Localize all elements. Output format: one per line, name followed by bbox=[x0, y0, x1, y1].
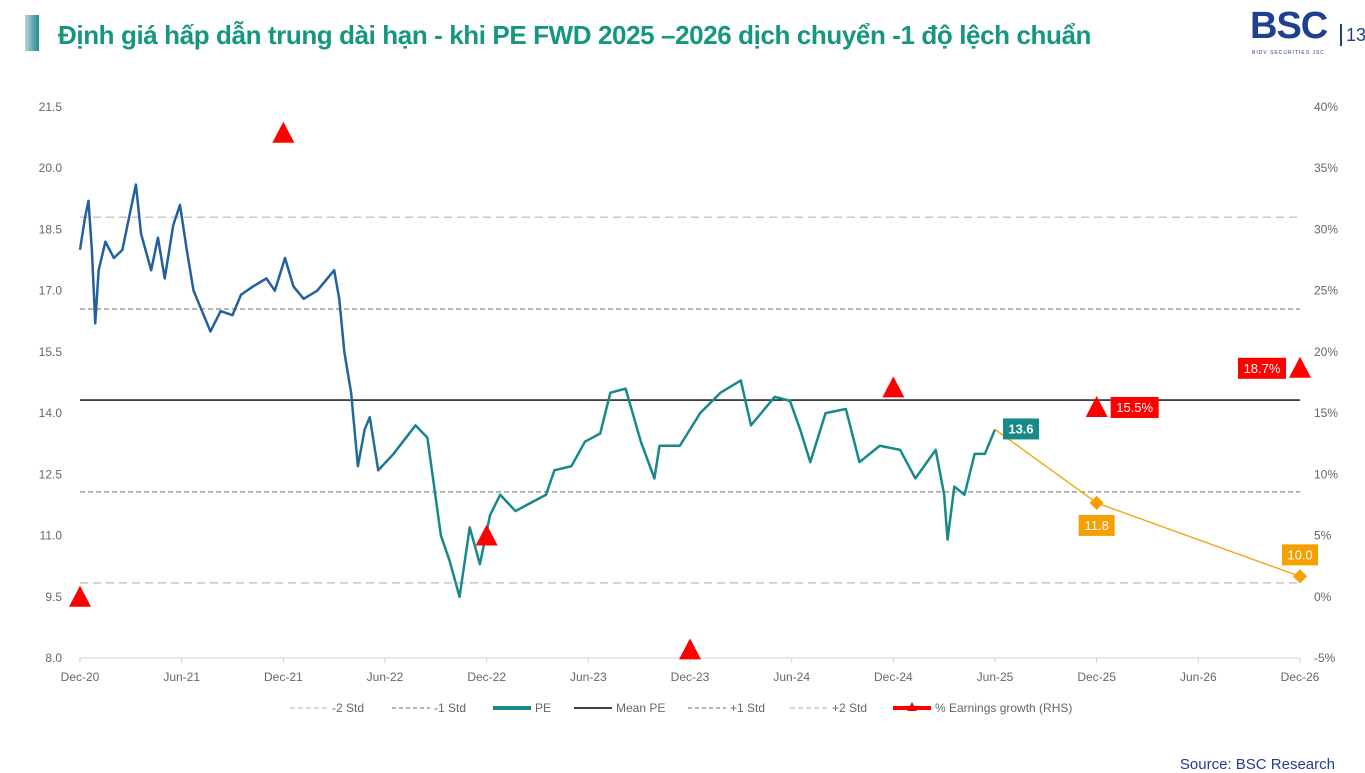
legend-label: Mean PE bbox=[616, 701, 665, 715]
x-tick-label: Jun-26 bbox=[1180, 670, 1217, 684]
pe-chart: Dec-20 Jun-21 Dec-21 Jun-22 Dec-22 Jun-23 Dec-… bbox=[39, 100, 1339, 715]
x-tick-label: Dec-24 bbox=[874, 670, 913, 684]
y2-tick-label: 15% bbox=[1314, 406, 1338, 420]
x-tick-label: Dec-23 bbox=[671, 670, 710, 684]
y2-tick-label: 40% bbox=[1314, 100, 1338, 114]
y2-tick-label: 30% bbox=[1314, 222, 1338, 236]
forecast-label-box bbox=[1003, 418, 1039, 440]
y2-tick-label: -5% bbox=[1314, 651, 1336, 665]
legend-label: PE bbox=[535, 701, 551, 715]
y-tick-label: 14.0 bbox=[39, 406, 63, 420]
title-accent-bar bbox=[25, 15, 39, 51]
forecast-label-box bbox=[1078, 514, 1115, 536]
growth-label: 18.7% bbox=[1244, 361, 1281, 376]
earnings-growth-marker bbox=[1085, 395, 1108, 417]
source-note: Source: BSC Research bbox=[1179, 756, 1335, 773]
legend-label: % Earnings growth (RHS) bbox=[935, 701, 1072, 715]
y-tick-label: 11.0 bbox=[40, 529, 63, 543]
y2-tick-label: 35% bbox=[1314, 161, 1338, 175]
y2-tick-label: 10% bbox=[1314, 467, 1338, 481]
y-tick-label: 17.0 bbox=[39, 284, 63, 298]
x-tick-label: Dec-21 bbox=[264, 670, 303, 684]
legend-label: +1 Std bbox=[730, 701, 765, 715]
legend-label: +2 Std bbox=[832, 701, 867, 715]
y2-tick-label: 25% bbox=[1314, 284, 1338, 298]
x-tick-label: Jun-24 bbox=[773, 670, 810, 684]
x-tick-label: Jun-21 bbox=[163, 670, 200, 684]
y2-tick-label: 5% bbox=[1314, 529, 1332, 543]
forecast-label: 11.8 bbox=[1084, 518, 1108, 533]
earnings-growth-marker bbox=[1289, 356, 1311, 378]
earnings-growth-marker bbox=[679, 638, 701, 660]
legend-triangle-icon bbox=[907, 702, 917, 711]
growth-label-box bbox=[1110, 396, 1159, 418]
x-tick-label: Dec-26 bbox=[1281, 670, 1320, 684]
x-tick-label: Jun-25 bbox=[977, 670, 1014, 684]
page-number: 13 bbox=[1340, 24, 1365, 46]
x-tick-label: Jun-23 bbox=[570, 670, 607, 684]
y-tick-label: 12.5 bbox=[39, 467, 63, 481]
forecast-line bbox=[994, 428, 1301, 577]
earnings-growth-marker bbox=[272, 121, 295, 143]
growth-label: 15.5% bbox=[1116, 400, 1153, 415]
logo-subtitle: BIDV SECURITIES JSC bbox=[1252, 50, 1325, 56]
y-tick-label: 18.5 bbox=[39, 222, 63, 236]
earnings-growth-marker bbox=[882, 376, 905, 398]
y-tick-label: 21.5 bbox=[39, 100, 63, 114]
legend-label: -2 Std bbox=[332, 701, 364, 715]
earnings-growth-marker bbox=[69, 585, 91, 607]
x-tick-label: Dec-22 bbox=[467, 670, 506, 684]
bsc-logo: BSC bbox=[1250, 5, 1328, 47]
legend-label: -1 Std bbox=[434, 701, 466, 715]
forecast-marker bbox=[1292, 569, 1308, 584]
growth-label-box bbox=[1238, 357, 1286, 379]
y2-tick-label: 20% bbox=[1314, 345, 1338, 359]
y2-tick-label: 0% bbox=[1314, 590, 1332, 604]
y-tick-label: 9.5 bbox=[45, 590, 62, 604]
forecast-label: 10.0 bbox=[1287, 547, 1312, 562]
earnings-growth-marker bbox=[475, 524, 498, 546]
pe-line bbox=[78, 183, 997, 599]
y-tick-label: 8.0 bbox=[45, 651, 62, 665]
y-tick-label: 20.0 bbox=[39, 161, 63, 175]
x-tick-label: Dec-20 bbox=[61, 670, 100, 684]
y-tick-label: 15.5 bbox=[39, 345, 63, 359]
forecast-label: 13.6 bbox=[1008, 421, 1033, 436]
forecast-marker bbox=[1089, 495, 1104, 510]
page-title: Định giá hấp dẫn trung dài hạn - khi PE … bbox=[58, 20, 1092, 50]
x-tick-label: Jun-22 bbox=[367, 670, 404, 684]
forecast-label-box bbox=[1282, 544, 1318, 566]
x-tick-label: Dec-25 bbox=[1077, 670, 1116, 684]
